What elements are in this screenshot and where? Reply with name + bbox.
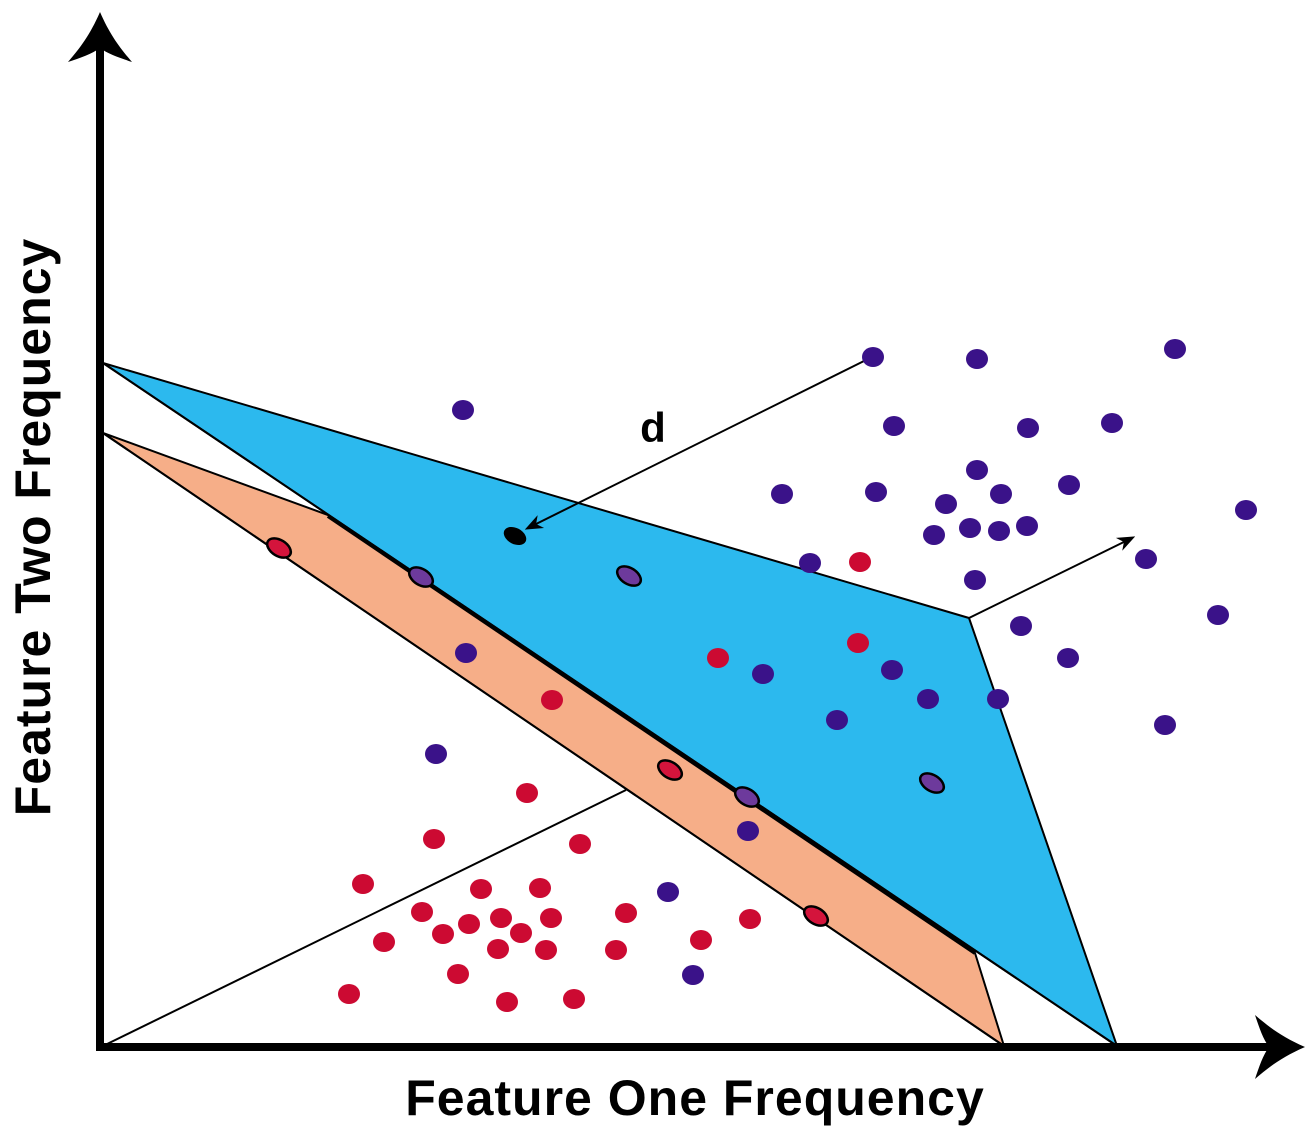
- red-point: [540, 908, 562, 928]
- blue-point: [1235, 500, 1257, 520]
- blue-point: [865, 482, 887, 502]
- blue-point: [425, 744, 447, 764]
- red-point: [605, 940, 627, 960]
- blue-point: [990, 484, 1012, 504]
- blue-point: [1164, 339, 1186, 359]
- red-point: [849, 552, 871, 572]
- red-point: [411, 902, 433, 922]
- support-vector-blue: [918, 772, 946, 794]
- blue-point: [988, 521, 1010, 541]
- blue-point: [455, 643, 477, 663]
- red-point: [447, 964, 469, 984]
- blue-point: [1154, 715, 1176, 735]
- blue-point: [826, 710, 848, 730]
- red-point: [510, 923, 532, 943]
- blue-point: [959, 518, 981, 538]
- blue-point: [452, 400, 474, 420]
- blue-point: [966, 460, 988, 480]
- red-point: [432, 924, 454, 944]
- red-point: [373, 932, 395, 952]
- red-point: [352, 874, 374, 894]
- blue-point: [1017, 418, 1039, 438]
- blue-point: [1207, 605, 1229, 625]
- blue-point: [682, 965, 704, 985]
- red-point: [615, 903, 637, 923]
- lower-boundary-line: [102, 432, 1005, 1047]
- y-axis-arrowhead: [68, 12, 132, 62]
- red-point: [541, 690, 563, 710]
- red-point: [338, 984, 360, 1004]
- support-vector-red: [265, 537, 293, 559]
- query-point-marker: [503, 526, 527, 546]
- blue-point: [1016, 516, 1038, 536]
- blue-point: [917, 689, 939, 709]
- red-point: [707, 648, 729, 668]
- red-point: [569, 834, 591, 854]
- red-point: [739, 909, 761, 929]
- blue-point: [935, 494, 957, 514]
- support-vector-blue: [615, 565, 643, 587]
- red-point: [563, 989, 585, 1009]
- red-class-points: [338, 552, 871, 1012]
- blue-point: [966, 349, 988, 369]
- blue-point: [752, 664, 774, 684]
- red-point: [458, 914, 480, 934]
- query-point: [503, 526, 527, 546]
- red-point: [490, 908, 512, 928]
- blue-point: [1010, 616, 1032, 636]
- distance-label: d: [640, 404, 666, 451]
- y-axis-label: Feature Two Frequency: [5, 237, 61, 817]
- blue-point: [771, 484, 793, 504]
- blue-point: [737, 821, 759, 841]
- distance-arrow: [524, 359, 867, 530]
- blue-point: [923, 525, 945, 545]
- blue-point: [1101, 413, 1123, 433]
- blue-point: [1135, 549, 1157, 569]
- diagonal-origin-line: [102, 789, 627, 1047]
- support-vector-red: [656, 759, 684, 781]
- support-vector-red: [802, 905, 830, 927]
- red-point: [535, 940, 557, 960]
- x-axis-label: Feature One Frequency: [405, 1070, 985, 1126]
- normal-vector-arrow: [968, 536, 1136, 619]
- blue-point: [1057, 648, 1079, 668]
- blue-point: [881, 660, 903, 680]
- red-point: [847, 633, 869, 653]
- separating-hyperplane-line: [326, 514, 977, 955]
- blue-point: [862, 347, 884, 367]
- support-vector-points: [265, 537, 946, 927]
- red-point: [516, 783, 538, 803]
- red-point: [487, 939, 509, 959]
- red-point: [470, 879, 492, 899]
- blue-point: [1058, 475, 1080, 495]
- blue-point: [657, 882, 679, 902]
- support-vector-blue: [733, 786, 761, 808]
- x-axis-arrowhead: [1255, 1015, 1305, 1079]
- blue-point: [987, 689, 1009, 709]
- red-point: [496, 992, 518, 1012]
- blue-point: [799, 553, 821, 573]
- red-point: [423, 829, 445, 849]
- blue-point: [883, 416, 905, 436]
- blue-class-points: [425, 339, 1257, 985]
- blue-point: [964, 570, 986, 590]
- support-vector-blue: [407, 566, 435, 588]
- red-point: [529, 878, 551, 898]
- red-point: [690, 930, 712, 950]
